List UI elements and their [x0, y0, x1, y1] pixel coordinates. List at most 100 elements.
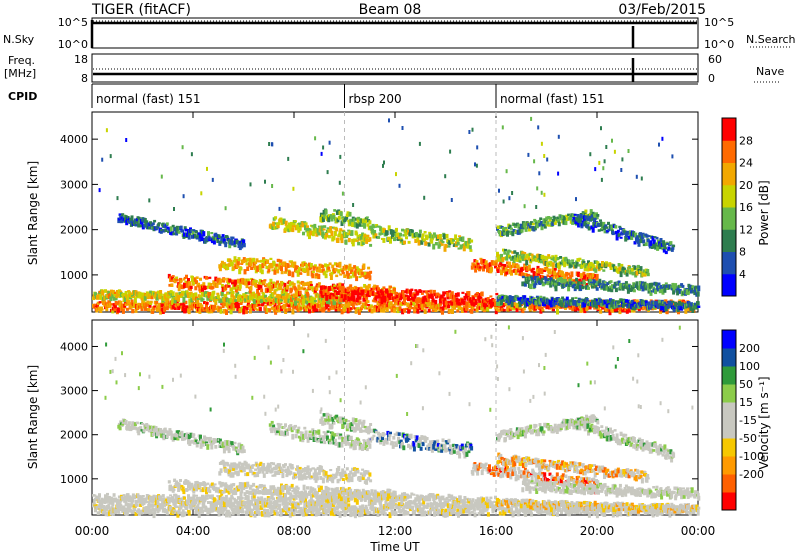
power-echo-cell	[399, 233, 402, 237]
power-echo-cell	[632, 272, 635, 276]
power-ytick-label: 3000	[60, 178, 88, 191]
power-echo-cell	[161, 175, 163, 179]
power-echo-cell	[117, 308, 120, 313]
power-echo-cell	[658, 143, 660, 147]
power-echo-cell	[636, 281, 639, 286]
power-echo-cell	[543, 193, 545, 197]
power-echo-cell	[615, 288, 618, 293]
power-echo-cell	[645, 242, 648, 246]
power-echo-cell	[273, 262, 276, 267]
power-echo-cell	[366, 235, 369, 237]
noise-left-tick-top: 10^5	[58, 16, 88, 29]
velocity-echo-cell	[278, 504, 281, 508]
power-echo-cell	[327, 170, 329, 174]
power-echo-cell	[362, 290, 365, 293]
power-echo-cell	[557, 257, 560, 260]
power-echo-cell	[618, 233, 621, 237]
power-echo-cell	[139, 225, 142, 228]
power-echo-cell	[173, 207, 175, 211]
power-echo-cell	[633, 289, 636, 292]
power-echo-cell	[299, 307, 302, 310]
power-echo-cell	[602, 166, 604, 170]
frequency-tick-bottom: 8	[81, 72, 88, 85]
power-echo-cell	[331, 231, 334, 236]
nave-tick-top: 60	[708, 53, 722, 66]
power-echo-cell	[604, 281, 607, 283]
power-echo-cell	[353, 265, 356, 269]
power-echo-cell	[322, 146, 324, 150]
power-echo-cell	[275, 264, 278, 267]
velocity-echo-cell	[349, 511, 352, 517]
power-echo-cell	[561, 302, 564, 308]
power-echo-cell	[584, 210, 587, 213]
power-echo-cell	[319, 269, 322, 273]
power-echo-cell	[543, 154, 545, 158]
power-echo-cell	[170, 283, 173, 287]
power-echo-cell	[617, 230, 620, 233]
power-echo-cell	[268, 142, 270, 146]
power-echo-cell	[362, 264, 365, 270]
power-echo-cell	[448, 301, 451, 304]
power-echo-cell	[311, 274, 314, 279]
power-echo-cell	[610, 280, 613, 283]
nave-tick-bottom: 0	[708, 72, 715, 85]
velocity-echo-cell	[166, 511, 169, 515]
power-echo-cell	[153, 308, 156, 311]
noise-right-tick-top: 10^5	[704, 16, 734, 29]
power-echo-cell	[434, 300, 437, 304]
power-echo-cell	[568, 260, 571, 263]
velocity-echo-cell	[361, 512, 364, 517]
power-echo-cell	[359, 296, 362, 300]
power-echo-cell	[153, 220, 156, 223]
power-echo-cell	[369, 226, 372, 229]
power-echo-cell	[310, 263, 313, 268]
power-echo-cell	[577, 272, 580, 277]
power-echo-cell	[402, 291, 405, 295]
date-label: 03/Feb/2015	[618, 2, 706, 18]
power-echo-cell	[269, 258, 272, 260]
power-echo-cell	[424, 241, 427, 246]
noise-panel: N.Sky N.Search 10^5 10^0 10^5 10^0	[3, 16, 796, 51]
power-echo-cell	[324, 286, 327, 289]
power-echo-cell	[474, 162, 476, 166]
power-echo-cell	[323, 228, 326, 230]
power-echo-cell	[243, 243, 246, 247]
power-echo-cell	[240, 267, 243, 271]
power-echo-cell	[571, 259, 574, 262]
power-echo-cell	[428, 309, 431, 313]
power-echo-cell	[248, 281, 251, 285]
power-echo-cell	[194, 292, 197, 296]
power-echo-cell	[279, 260, 282, 263]
power-echo-cell	[345, 240, 348, 245]
power-echo-cell	[384, 296, 387, 302]
power-echo-cell	[573, 284, 576, 287]
power-echo-cell	[502, 125, 504, 129]
power-echo-cell	[509, 250, 512, 252]
power-echo-cell	[369, 271, 372, 274]
power-echo-cell	[339, 155, 341, 159]
power-echo-cell	[339, 262, 342, 268]
cpid-segment-label: normal (fast) 151	[500, 92, 604, 106]
power-echo-cell	[697, 306, 700, 309]
power-echo-cell	[292, 187, 294, 191]
power-ytick-label: 2000	[60, 224, 88, 237]
power-echo-cell	[212, 178, 214, 182]
power-echo-cell	[393, 308, 396, 313]
power-echo-cell	[349, 212, 352, 217]
power-echo-cell	[596, 287, 599, 291]
power-echo-cell	[335, 275, 338, 278]
power-echo-cell	[559, 256, 562, 259]
power-echo-cell	[563, 262, 566, 268]
power-echo-cell	[299, 291, 302, 295]
power-echo-cell	[538, 171, 540, 175]
velocity-echo-cell	[323, 508, 326, 513]
power-echo-cell	[672, 245, 675, 248]
velocity-ytick-label: 2000	[60, 429, 88, 442]
power-echo-cell	[408, 241, 411, 244]
power-echo-cell	[661, 137, 663, 141]
power-echo-cell	[175, 277, 178, 279]
power-echo-cell	[368, 220, 371, 224]
power-echo-cell	[228, 285, 231, 288]
power-echo-cell	[457, 242, 460, 245]
